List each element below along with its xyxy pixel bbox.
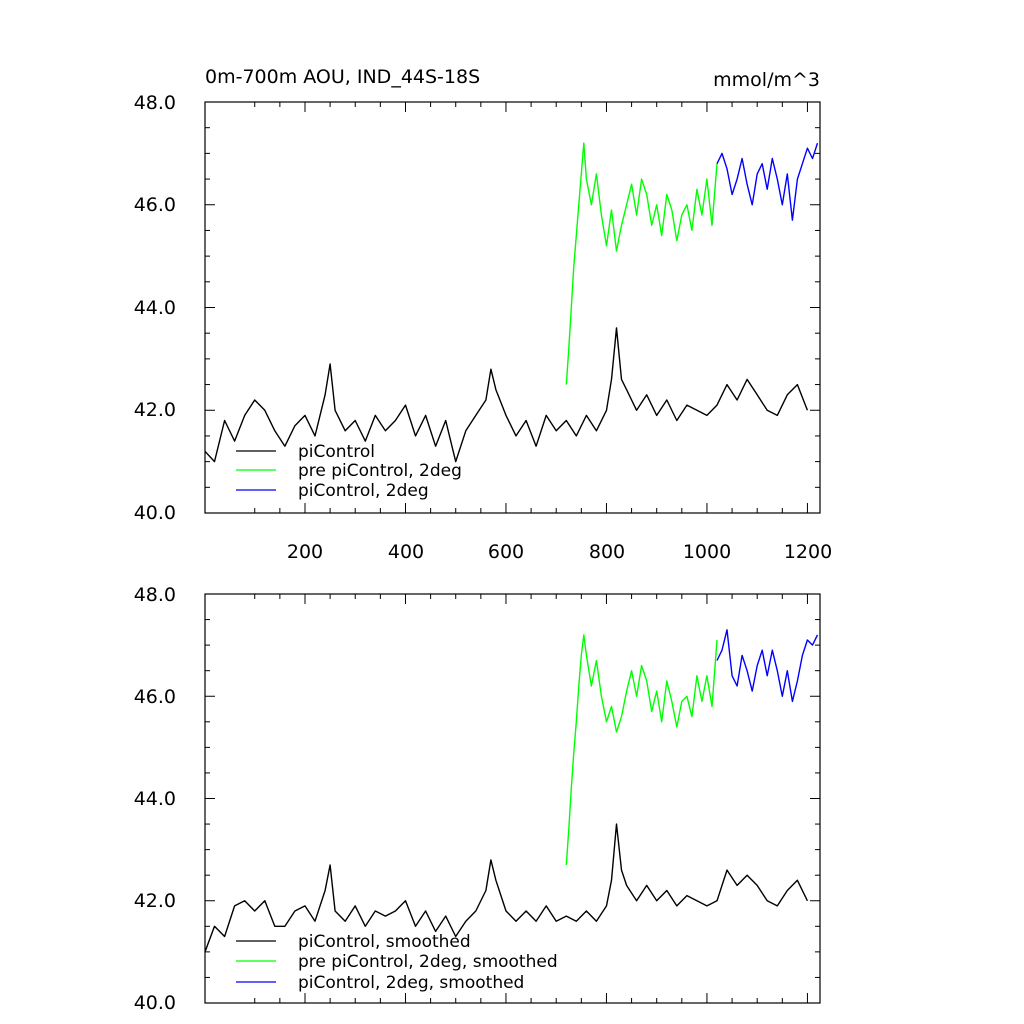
y-tick-label: 44.0 — [134, 297, 176, 319]
top-axis-ticks — [205, 101, 820, 514]
legend-label: piControl, 2deg — [298, 481, 429, 501]
y-tick-label: 44.0 — [134, 788, 176, 810]
top-panel: 0m-700m AOU, IND_44S-18S mmol/m^3 40.0 4… — [134, 66, 832, 563]
x-tick-label: 400 — [388, 541, 424, 563]
legend-label: piControl, smoothed — [298, 932, 471, 952]
series-line-2 — [716, 629, 819, 703]
bottom-y-tick-labels: 40.0 42.0 44.0 46.0 48.0 — [134, 584, 176, 1014]
legend-label: piControl — [298, 442, 375, 462]
series-line-0 — [204, 823, 809, 953]
x-tick-label: 800 — [589, 541, 625, 563]
series-line-1 — [565, 142, 718, 385]
chart-title: 0m-700m AOU, IND_44S-18S — [205, 66, 480, 88]
bottom-series-layer — [204, 629, 819, 953]
y-tick-label: 40.0 — [134, 992, 176, 1014]
series-line-2 — [716, 142, 819, 221]
top-series-layer — [204, 142, 819, 463]
series-line-1 — [565, 634, 718, 866]
top-y-tick-labels: 40.0 42.0 44.0 46.0 48.0 — [134, 92, 176, 524]
x-tick-label: 1000 — [683, 541, 731, 563]
y-tick-label: 46.0 — [134, 686, 176, 708]
bottom-axis-ticks — [205, 593, 820, 1004]
y-tick-label: 40.0 — [134, 502, 176, 524]
legend-label: piControl, 2deg, smoothed — [298, 973, 524, 993]
bottom-panel: 40.0 42.0 44.0 46.0 48.0 piControl, smoo… — [134, 584, 821, 1014]
x-tick-label: 1200 — [784, 541, 832, 563]
y-tick-label: 42.0 — [134, 890, 176, 912]
y-tick-label: 46.0 — [134, 194, 176, 216]
x-tick-label: 600 — [488, 541, 524, 563]
top-legend: piControl pre piControl, 2deg piControl,… — [236, 442, 462, 501]
series-line-0 — [204, 327, 809, 463]
y-tick-label: 48.0 — [134, 92, 176, 114]
legend-label: pre piControl, 2deg, smoothed — [298, 952, 558, 972]
y-tick-label: 42.0 — [134, 399, 176, 421]
top-x-tick-labels: 200 400 600 800 1000 1200 — [287, 541, 832, 563]
y-tick-label: 48.0 — [134, 584, 176, 606]
x-tick-label: 200 — [287, 541, 323, 563]
legend-label: pre piControl, 2deg — [298, 461, 462, 481]
bottom-legend: piControl, smoothed pre piControl, 2deg,… — [236, 932, 558, 993]
units-label: mmol/m^3 — [713, 69, 820, 91]
